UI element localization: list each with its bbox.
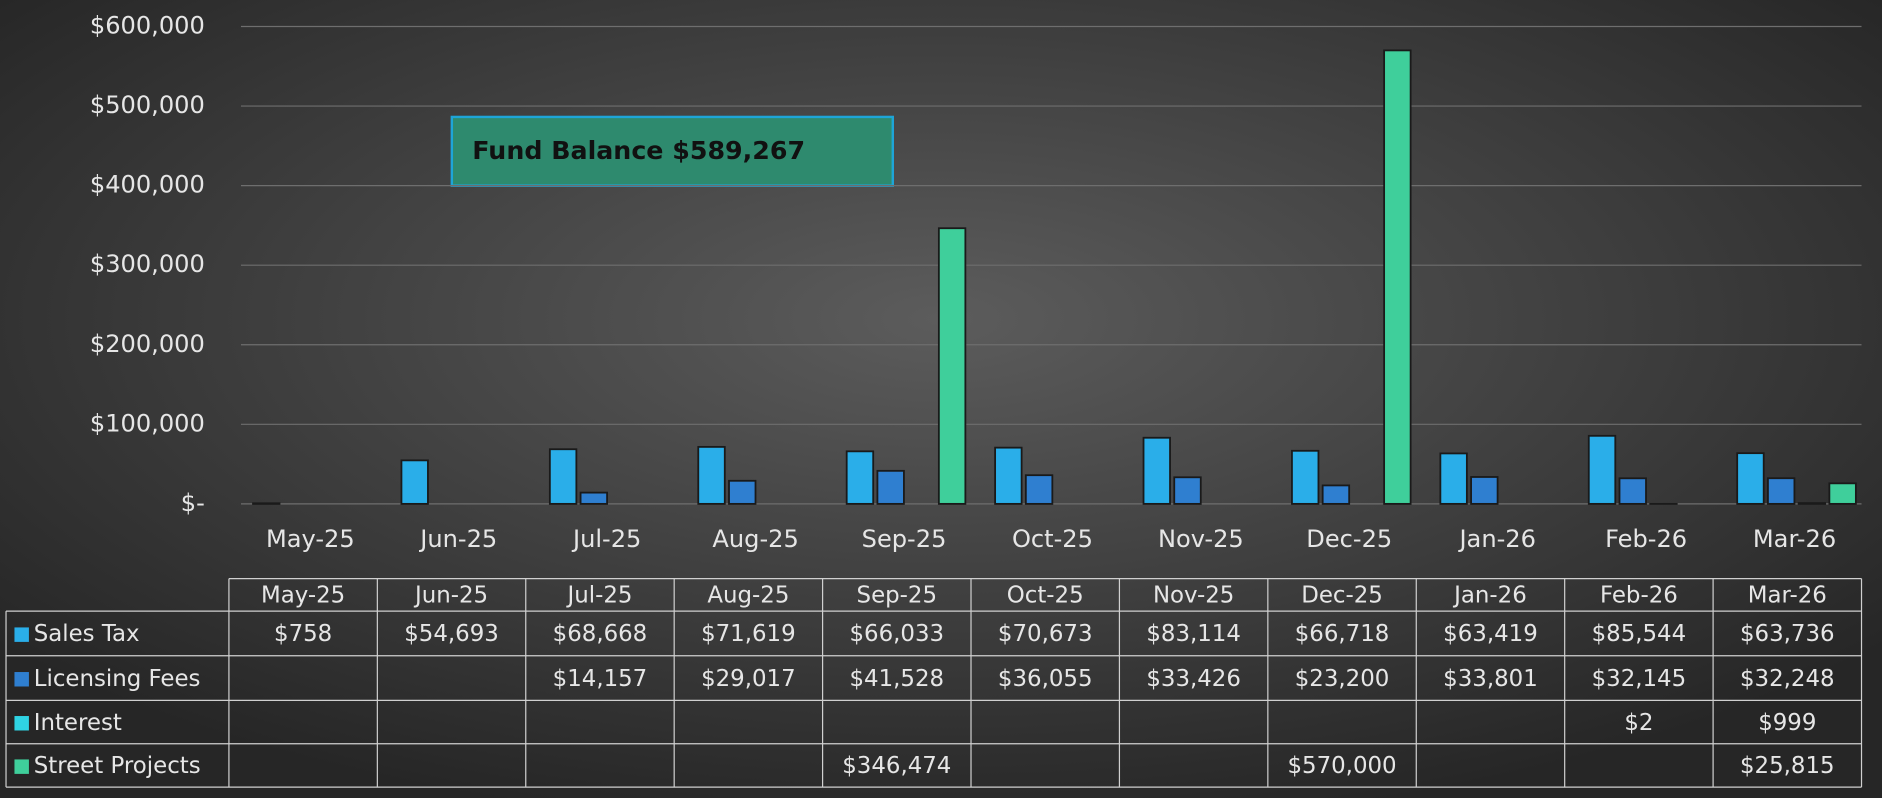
table-header: Oct-25 xyxy=(1007,583,1084,609)
bar xyxy=(697,445,726,505)
x-tick-label: Dec-25 xyxy=(1306,525,1392,553)
table-value: $23,200 xyxy=(1295,666,1390,692)
bar xyxy=(994,446,1023,505)
annotation: Fund Balance $589,267 xyxy=(472,136,805,165)
table-header: Dec-25 xyxy=(1301,583,1383,609)
bar xyxy=(400,459,429,505)
legend-label: Interest xyxy=(34,710,122,736)
x-tick-label: Jan-26 xyxy=(1457,525,1535,553)
y-tick-label: $300,000 xyxy=(90,250,205,278)
x-tick-label: Nov-25 xyxy=(1158,525,1244,553)
table-value: $14,157 xyxy=(553,666,648,692)
table-header: Jun-25 xyxy=(413,583,488,609)
bar xyxy=(579,491,608,505)
bar xyxy=(1828,482,1857,505)
legend-label: Licensing Fees xyxy=(34,666,201,692)
bar xyxy=(548,448,578,505)
legend-key xyxy=(14,716,29,731)
x-tick-label: Feb-26 xyxy=(1605,525,1687,553)
bar xyxy=(1321,484,1351,505)
x-tick-label: May-25 xyxy=(266,525,355,553)
bar xyxy=(1439,452,1468,505)
bar xyxy=(1470,476,1499,505)
bar xyxy=(1024,474,1054,505)
table-header: May-25 xyxy=(261,583,345,609)
table-value: $999 xyxy=(1758,710,1816,736)
table-value: $29,017 xyxy=(701,666,796,692)
table-value: $570,000 xyxy=(1287,753,1396,779)
table-value: $63,736 xyxy=(1740,621,1835,647)
table-value: $25,815 xyxy=(1740,753,1835,779)
table-value: $33,801 xyxy=(1443,666,1538,692)
bar xyxy=(1767,477,1796,505)
table-value: $85,544 xyxy=(1592,621,1687,647)
table-value: $54,693 xyxy=(404,621,499,647)
table-value: $63,419 xyxy=(1443,621,1538,647)
x-tick-label: Jun-25 xyxy=(418,525,497,553)
table-value: $32,145 xyxy=(1592,666,1687,692)
table-header: Feb-26 xyxy=(1600,583,1678,609)
table-header: Sep-25 xyxy=(857,583,937,609)
table-value: $68,668 xyxy=(553,621,648,647)
bar xyxy=(1173,476,1202,505)
legend-key xyxy=(14,759,29,774)
bar xyxy=(1736,452,1765,505)
bar xyxy=(876,469,905,505)
table-value: $70,673 xyxy=(998,621,1093,647)
legend-key xyxy=(14,627,29,642)
bar xyxy=(845,450,875,505)
table-value: $36,055 xyxy=(998,666,1093,692)
bar xyxy=(728,479,757,505)
table-value: $71,619 xyxy=(701,621,796,647)
table-value: $83,114 xyxy=(1146,621,1241,647)
table-header: Aug-25 xyxy=(707,583,789,609)
y-tick-label: $200,000 xyxy=(90,330,205,358)
legend-label: Street Projects xyxy=(34,753,201,779)
table-header: Nov-25 xyxy=(1153,583,1234,609)
bar xyxy=(1797,502,1827,505)
table-header: Jan-26 xyxy=(1452,583,1527,609)
y-tick-label: $- xyxy=(181,489,205,517)
bar xyxy=(1383,49,1412,505)
bar xyxy=(1142,436,1171,505)
x-tick-label: Sep-25 xyxy=(862,525,947,553)
table-header: Mar-26 xyxy=(1748,583,1827,609)
table-header: Jul-25 xyxy=(565,583,632,609)
bar xyxy=(937,227,967,505)
legend-key xyxy=(14,672,29,687)
table-value: $66,033 xyxy=(850,621,945,647)
legend-label: Sales Tax xyxy=(34,621,140,647)
table-value: $2 xyxy=(1624,710,1653,736)
bar xyxy=(1587,434,1617,505)
x-tick-label: Aug-25 xyxy=(712,525,798,553)
x-tick-label: Oct-25 xyxy=(1012,525,1093,553)
table-value: $66,718 xyxy=(1295,621,1390,647)
table-value: $41,528 xyxy=(850,666,945,692)
bar xyxy=(252,502,281,505)
annotation-box xyxy=(450,115,895,187)
y-tick-label: $500,000 xyxy=(90,91,205,119)
table-value: $346,474 xyxy=(842,753,951,779)
x-tick-label: Mar-26 xyxy=(1753,525,1836,553)
x-tick-label: Jul-25 xyxy=(571,525,641,553)
y-tick-label: $600,000 xyxy=(90,12,205,40)
table-value: $758 xyxy=(274,621,332,647)
y-tick-label: $400,000 xyxy=(90,171,205,199)
table-value: $33,426 xyxy=(1146,666,1241,692)
bar xyxy=(1291,449,1320,505)
table-value: $32,248 xyxy=(1740,666,1835,692)
bar xyxy=(1618,477,1647,505)
y-tick-label: $100,000 xyxy=(90,409,205,437)
